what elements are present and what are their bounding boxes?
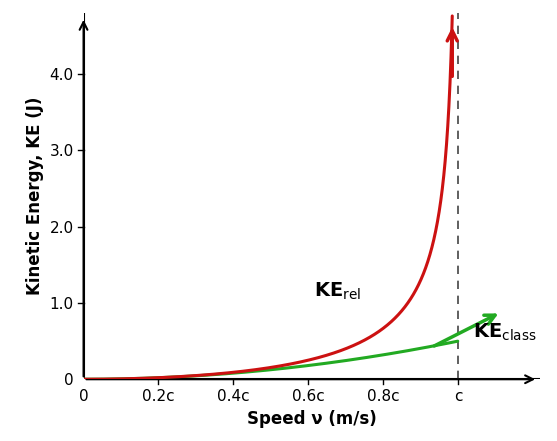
Text: $\mathbf{KE}_\mathrm{class}$: $\mathbf{KE}_\mathrm{class}$ [473,322,537,344]
Text: $\mathbf{KE}_\mathrm{rel}$: $\mathbf{KE}_\mathrm{rel}$ [314,281,361,302]
Y-axis label: Kinetic Energy, KE (J): Kinetic Energy, KE (J) [26,97,44,295]
X-axis label: Speed ν (m/s): Speed ν (m/s) [247,410,377,427]
